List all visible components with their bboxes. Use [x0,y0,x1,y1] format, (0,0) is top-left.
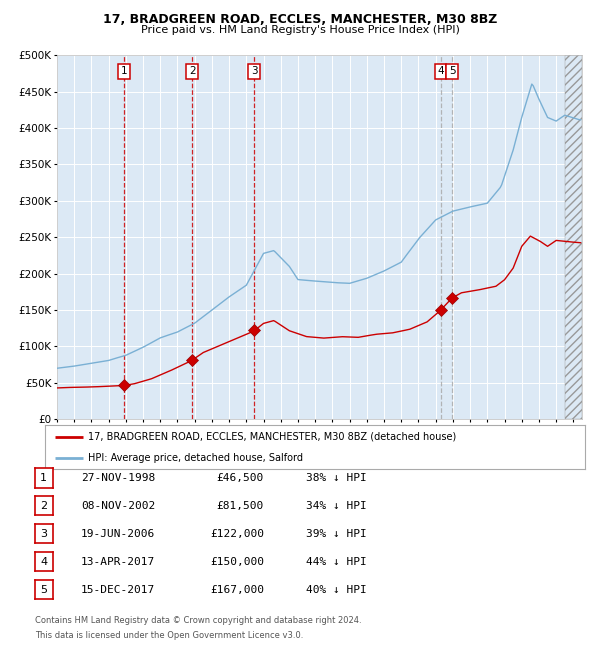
Text: 4: 4 [40,556,47,567]
Text: Price paid vs. HM Land Registry's House Price Index (HPI): Price paid vs. HM Land Registry's House … [140,25,460,34]
Text: £81,500: £81,500 [217,500,264,511]
Text: This data is licensed under the Open Government Licence v3.0.: This data is licensed under the Open Gov… [35,630,303,640]
Text: Contains HM Land Registry data © Crown copyright and database right 2024.: Contains HM Land Registry data © Crown c… [35,616,361,625]
Text: 5: 5 [449,66,455,76]
Text: 4: 4 [437,66,444,76]
Text: HPI: Average price, detached house, Salford: HPI: Average price, detached house, Salf… [88,453,303,463]
Text: £122,000: £122,000 [210,528,264,539]
Polygon shape [565,55,582,419]
Text: 08-NOV-2002: 08-NOV-2002 [81,500,155,511]
Text: 13-APR-2017: 13-APR-2017 [81,556,155,567]
Text: 1: 1 [121,66,127,76]
Text: 19-JUN-2006: 19-JUN-2006 [81,528,155,539]
Text: 2: 2 [189,66,196,76]
Text: 15-DEC-2017: 15-DEC-2017 [81,584,155,595]
Text: 40% ↓ HPI: 40% ↓ HPI [306,584,367,595]
Text: 34% ↓ HPI: 34% ↓ HPI [306,500,367,511]
Text: 3: 3 [40,528,47,539]
Text: 44% ↓ HPI: 44% ↓ HPI [306,556,367,567]
Text: 17, BRADGREEN ROAD, ECCLES, MANCHESTER, M30 8BZ: 17, BRADGREEN ROAD, ECCLES, MANCHESTER, … [103,13,497,26]
Text: 39% ↓ HPI: 39% ↓ HPI [306,528,367,539]
Text: 17, BRADGREEN ROAD, ECCLES, MANCHESTER, M30 8BZ (detached house): 17, BRADGREEN ROAD, ECCLES, MANCHESTER, … [88,432,457,441]
Text: £167,000: £167,000 [210,584,264,595]
Text: 38% ↓ HPI: 38% ↓ HPI [306,473,367,483]
Text: 27-NOV-1998: 27-NOV-1998 [81,473,155,483]
Text: 3: 3 [251,66,257,76]
Text: 1: 1 [40,473,47,483]
Text: £150,000: £150,000 [210,556,264,567]
Text: £46,500: £46,500 [217,473,264,483]
Text: 2: 2 [40,500,47,511]
Text: 5: 5 [40,584,47,595]
